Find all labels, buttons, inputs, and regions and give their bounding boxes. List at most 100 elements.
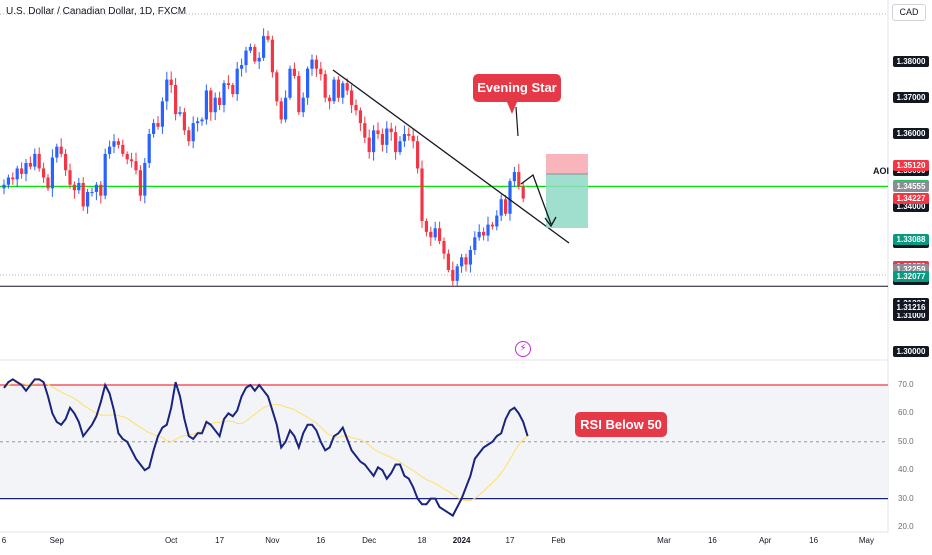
candle-body (482, 231, 486, 236)
candle-body (354, 104, 358, 111)
time-tick-label: 6 (1, 536, 7, 545)
symbol-title: U.S. Dollar / Canadian Dollar, 1D, FXCM (6, 6, 187, 17)
candle-body (499, 199, 503, 216)
candle-body (328, 97, 332, 102)
take-profit-zone (546, 174, 588, 228)
candle-body (86, 192, 90, 207)
rsi-tick-label: 40.0 (898, 465, 914, 475)
candle-body (28, 162, 32, 167)
candle-body (116, 141, 120, 145)
candle-body (108, 146, 112, 154)
rsi-tick-label: 70.0 (898, 380, 914, 389)
candle-body (64, 153, 68, 171)
candle-body (310, 59, 314, 69)
candle-body (20, 168, 24, 174)
candle-body (55, 146, 59, 158)
candle-body (495, 215, 499, 227)
price-tick-label: 1.34000 (893, 201, 929, 212)
lightning-bolt-icon[interactable]: ⚡ (515, 341, 531, 357)
candle-body (200, 119, 204, 122)
candle-body (411, 135, 415, 142)
candle-body (284, 97, 288, 120)
candle-body (240, 65, 244, 69)
time-tick-label: 16 (316, 536, 326, 545)
evening-star-callout: Evening Star (473, 74, 561, 102)
candle-body (266, 36, 270, 40)
candle-body (363, 123, 367, 138)
price-tick-label: 1.38000 (893, 55, 929, 67)
candle-body (460, 257, 464, 267)
rsi-below-50-callout: RSI Below 50 (575, 412, 667, 437)
time-tick-label: Dec (362, 536, 377, 545)
rsi-line (3, 378, 529, 518)
candle-body (213, 97, 217, 113)
candle-body (218, 97, 222, 105)
candle-body (314, 59, 318, 69)
candle-body (72, 184, 76, 191)
candle-body (244, 50, 248, 66)
candle-body (248, 46, 252, 51)
rsi-below-50-label: RSI Below 50 (580, 417, 662, 432)
candle-body (512, 172, 516, 182)
candle-body (103, 153, 107, 196)
candle-body (490, 224, 494, 227)
candle-body (46, 177, 50, 189)
price-tick-label: 1.36000 (893, 128, 929, 140)
candle-body (504, 199, 508, 214)
candle-body (2, 184, 6, 189)
candle-body (341, 83, 345, 98)
candle-body (11, 177, 15, 180)
time-tick-label: Nov (265, 536, 280, 545)
candle-body (367, 137, 371, 153)
rsi-ma-line (3, 382, 528, 502)
candle-body (50, 157, 54, 189)
candle-body (433, 228, 437, 238)
time-tick-label: 2024 (452, 536, 471, 545)
candle-body (138, 170, 142, 196)
candle-body (270, 39, 274, 73)
candle-body (33, 153, 37, 167)
candle-body (468, 250, 472, 265)
candle-body (275, 72, 279, 102)
price-tag-label: 1.33088 (893, 234, 929, 246)
candle-body (389, 128, 393, 133)
price-tag-label: 1.32077 (893, 270, 929, 282)
candle-body (226, 83, 230, 86)
currency-button[interactable]: CAD (892, 4, 926, 21)
candle-body (169, 79, 173, 86)
candle-body (372, 130, 376, 153)
candle-body (297, 75, 301, 113)
candle-body (37, 153, 41, 169)
candle-body (407, 133, 411, 136)
candle-body (235, 68, 239, 95)
candle-body (174, 85, 178, 115)
candle-body (222, 83, 226, 105)
projection-path (520, 173, 552, 225)
price-tick-label: 1.30000 (893, 346, 929, 358)
candle-body (94, 184, 98, 192)
candle-body (345, 83, 349, 91)
candle-body (24, 162, 28, 174)
candle-body (15, 168, 19, 180)
candle-body (262, 36, 266, 58)
rsi-tick-label: 50.0 (898, 436, 914, 446)
candle-body (152, 123, 156, 134)
candle-body (394, 132, 398, 153)
price-tag-label: 1.34555 (893, 180, 929, 192)
candle-body (90, 192, 94, 193)
rsi-tick-label: 30.0 (898, 493, 914, 503)
price-tag-label: 1.34227 (893, 192, 929, 204)
candle-body (292, 68, 296, 76)
candle-body (306, 68, 310, 98)
candle-body (508, 181, 512, 214)
candle-body (438, 228, 442, 241)
candle-body (385, 128, 389, 145)
candle-body (517, 172, 521, 187)
candle-body (424, 221, 428, 232)
price-tag-label: 1.35120 (893, 160, 929, 172)
candle-body (77, 182, 81, 191)
candle-body (257, 57, 261, 62)
candle-body (99, 184, 103, 196)
